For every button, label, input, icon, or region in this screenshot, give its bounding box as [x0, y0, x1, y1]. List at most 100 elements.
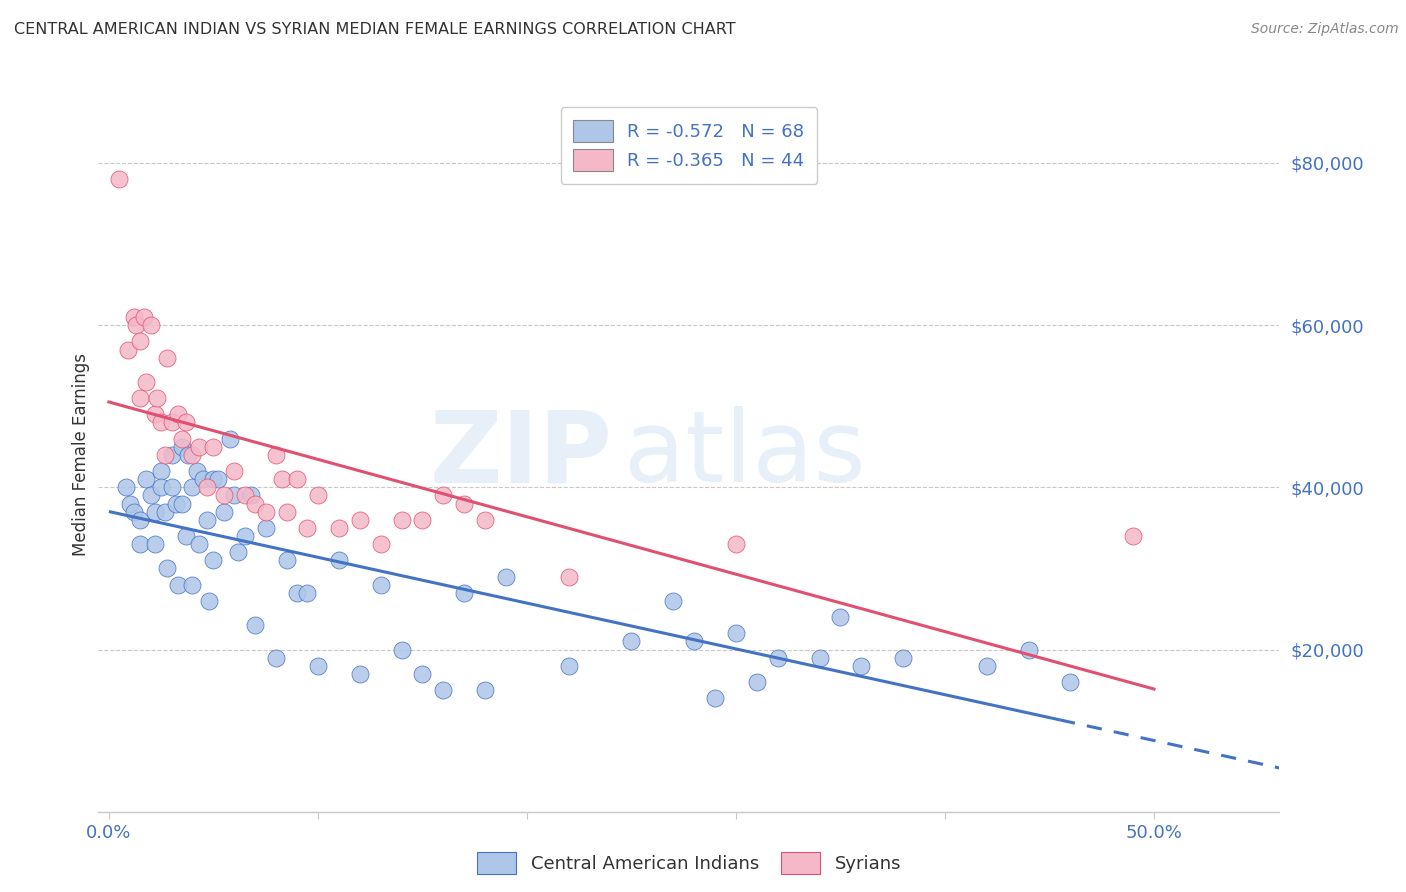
Point — [349, 513, 371, 527]
Point — [683, 634, 706, 648]
Point — [156, 351, 179, 365]
Point — [233, 488, 256, 502]
Point — [307, 488, 329, 502]
Point — [328, 521, 350, 535]
Point — [264, 448, 287, 462]
Point — [276, 553, 298, 567]
Point — [891, 650, 914, 665]
Point — [370, 537, 392, 551]
Point — [1059, 675, 1081, 690]
Point — [745, 675, 768, 690]
Point — [411, 666, 433, 681]
Point — [155, 448, 177, 462]
Point — [662, 594, 685, 608]
Point — [349, 666, 371, 681]
Point — [224, 488, 246, 502]
Point — [146, 391, 169, 405]
Point — [724, 626, 747, 640]
Point — [198, 594, 221, 608]
Point — [432, 488, 454, 502]
Point — [135, 375, 157, 389]
Point — [170, 432, 193, 446]
Point — [170, 497, 193, 511]
Point — [620, 634, 643, 648]
Point — [187, 440, 209, 454]
Point — [125, 318, 148, 333]
Point — [808, 650, 831, 665]
Point — [271, 472, 294, 486]
Point — [207, 472, 229, 486]
Point — [135, 472, 157, 486]
Point — [202, 553, 225, 567]
Point — [118, 497, 141, 511]
Point — [143, 408, 166, 422]
Point — [117, 343, 139, 357]
Point — [108, 172, 131, 186]
Point — [191, 472, 214, 486]
Point — [181, 448, 204, 462]
Point — [181, 577, 204, 591]
Point — [264, 650, 287, 665]
Point — [165, 497, 187, 511]
Point — [851, 658, 873, 673]
Point — [150, 416, 173, 430]
Point — [297, 586, 319, 600]
Point — [129, 334, 152, 349]
Point — [160, 416, 183, 430]
Point — [202, 472, 225, 486]
Text: atlas: atlas — [624, 407, 866, 503]
Point — [276, 505, 298, 519]
Point — [976, 658, 998, 673]
Point — [474, 683, 496, 698]
Point — [391, 513, 413, 527]
Point — [160, 448, 183, 462]
Text: Source: ZipAtlas.com: Source: ZipAtlas.com — [1251, 22, 1399, 37]
Point — [254, 505, 277, 519]
Point — [187, 537, 209, 551]
Point — [453, 497, 475, 511]
Point — [228, 545, 250, 559]
Point — [495, 569, 517, 583]
Point — [181, 480, 204, 494]
Point — [224, 464, 246, 478]
Point — [139, 318, 162, 333]
Point — [186, 464, 208, 478]
Text: CENTRAL AMERICAN INDIAN VS SYRIAN MEDIAN FEMALE EARNINGS CORRELATION CHART: CENTRAL AMERICAN INDIAN VS SYRIAN MEDIAN… — [14, 22, 735, 37]
Point — [411, 513, 433, 527]
Point — [432, 683, 454, 698]
Y-axis label: Median Female Earnings: Median Female Earnings — [72, 353, 90, 557]
Point — [212, 505, 235, 519]
Point — [307, 658, 329, 673]
Point — [174, 416, 197, 430]
Text: ZIP: ZIP — [429, 407, 612, 503]
Point — [170, 440, 193, 454]
Point — [1018, 642, 1040, 657]
Point — [129, 537, 152, 551]
Point — [114, 480, 136, 494]
Point — [245, 618, 267, 632]
Point — [166, 577, 188, 591]
Point — [129, 391, 152, 405]
Point — [195, 480, 218, 494]
Point — [285, 472, 308, 486]
Point — [285, 586, 308, 600]
Point — [150, 464, 173, 478]
Point — [219, 432, 242, 446]
Point — [122, 310, 145, 324]
Point — [150, 480, 173, 494]
Point — [558, 569, 581, 583]
Point — [155, 505, 177, 519]
Point — [177, 448, 200, 462]
Point — [195, 513, 218, 527]
Point — [830, 610, 852, 624]
Point — [297, 521, 319, 535]
Point — [704, 691, 727, 706]
Point — [143, 505, 166, 519]
Point — [139, 488, 162, 502]
Point — [558, 658, 581, 673]
Point — [254, 521, 277, 535]
Point — [1122, 529, 1144, 543]
Point — [202, 440, 225, 454]
Point — [122, 505, 145, 519]
Point — [129, 513, 152, 527]
